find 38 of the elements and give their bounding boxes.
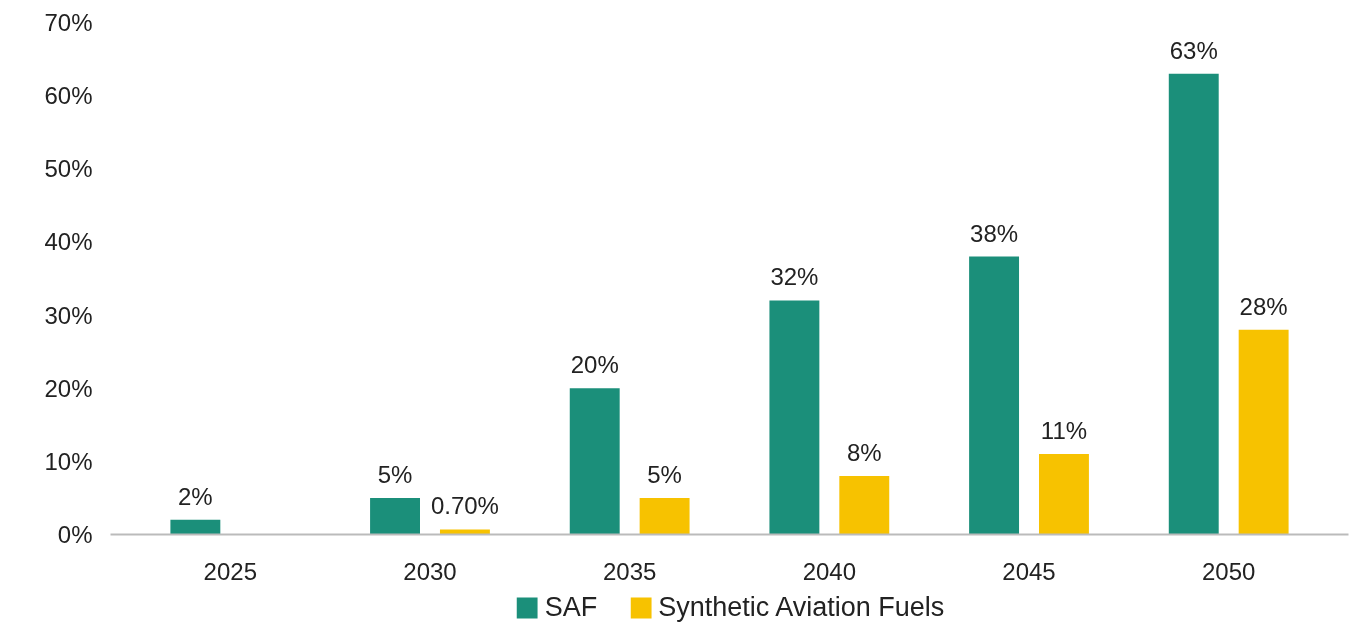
bar — [1168, 73, 1219, 535]
y-tick-label: 20% — [44, 374, 93, 402]
bar — [1238, 329, 1289, 535]
bar — [1039, 454, 1089, 535]
y-tick-label: 50% — [44, 155, 93, 183]
data-label: 8% — [846, 438, 882, 466]
y-tick-label: 70% — [44, 9, 93, 36]
legend-label: Synthetic Aviation Fuels — [658, 591, 945, 623]
x-tick-label: 2045 — [1002, 557, 1056, 585]
y-tick-label: 60% — [44, 82, 93, 110]
data-label: 11% — [1040, 417, 1088, 445]
bar — [969, 256, 1020, 535]
y-tick-label: 30% — [44, 301, 93, 329]
data-label: 2% — [178, 482, 213, 510]
x-tick-label: 2030 — [403, 557, 457, 585]
data-label: 5% — [647, 460, 682, 488]
data-label: 38% — [970, 219, 1019, 247]
y-tick-label: 10% — [44, 447, 93, 475]
data-label: 5% — [377, 460, 413, 488]
x-tick-label: 2025 — [203, 557, 257, 585]
bar — [569, 388, 620, 535]
data-label: 0.70% — [430, 492, 499, 520]
x-tick-label: 2035 — [602, 557, 657, 585]
bar — [639, 497, 690, 535]
bar — [370, 497, 420, 535]
data-label: 63% — [1169, 36, 1218, 64]
y-tick-label: 0% — [57, 521, 93, 548]
data-label: 20% — [570, 351, 619, 379]
data-label: 32% — [770, 263, 819, 291]
data-label: 28% — [1239, 292, 1288, 320]
bar — [439, 529, 490, 535]
y-tick-label: 40% — [44, 228, 93, 256]
bar — [170, 519, 221, 535]
x-tick-label: 2050 — [1202, 557, 1256, 585]
legend-label: SAF — [544, 591, 598, 623]
bar — [839, 475, 890, 535]
bar — [769, 300, 820, 535]
x-tick-label: 2040 — [802, 557, 857, 585]
